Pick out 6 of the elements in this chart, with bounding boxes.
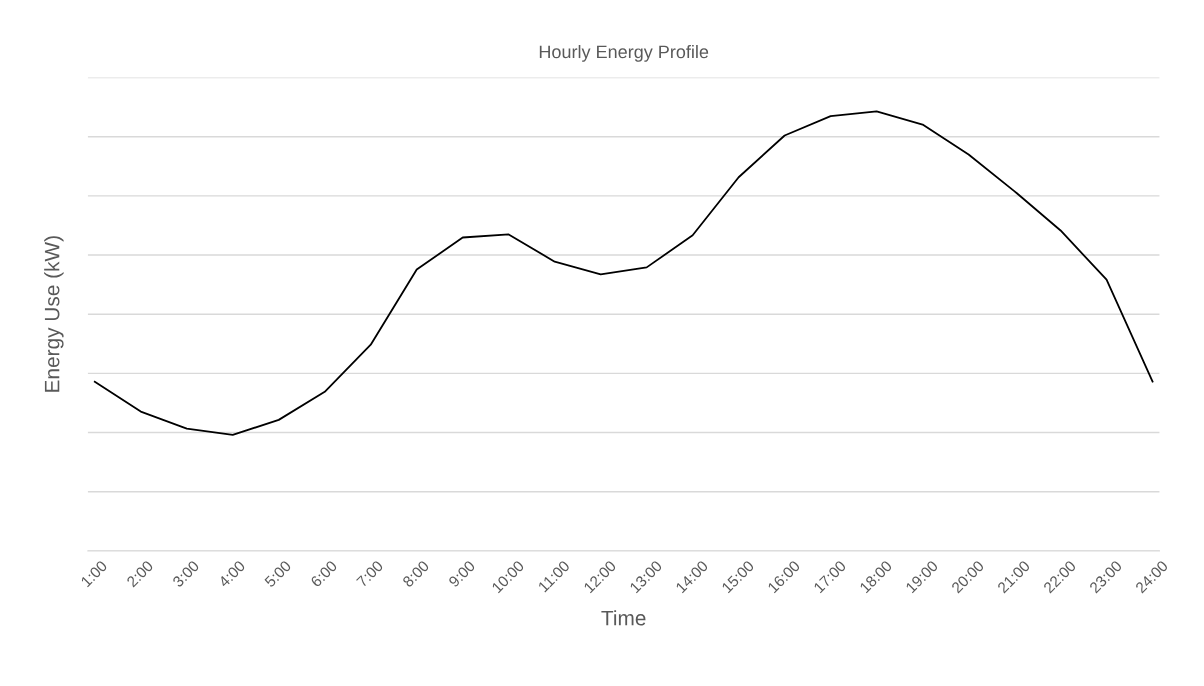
chart-title: Hourly Energy Profile bbox=[539, 44, 709, 62]
x-axis-title: Time bbox=[601, 610, 646, 626]
x-tick-label: 7:00 bbox=[356, 559, 384, 588]
x-tick-label: 4:00 bbox=[217, 559, 246, 588]
y-axis-title: Energy Use (kW) bbox=[44, 236, 64, 392]
x-tick-label: 6:00 bbox=[310, 559, 338, 588]
